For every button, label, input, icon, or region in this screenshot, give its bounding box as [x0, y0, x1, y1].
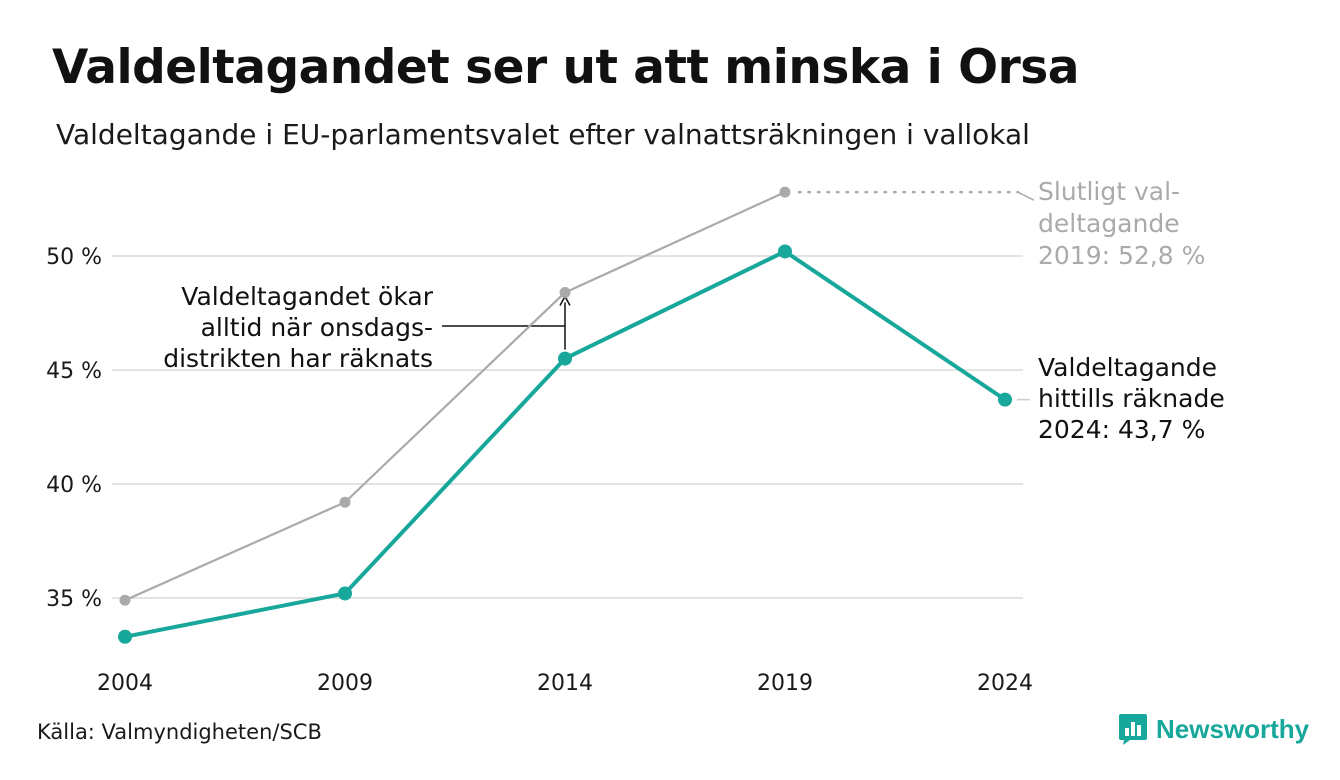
x-tick-label: 2004 — [97, 671, 153, 696]
chart-subtitle: Valdeltagande i EU-parlamentsvalet efter… — [56, 118, 1030, 151]
x-tick-label: 2009 — [317, 671, 373, 696]
note-text: Valdeltagandet ökar — [181, 282, 433, 311]
data-point-final — [119, 594, 131, 606]
note-text: alltid när onsdags- — [201, 313, 433, 342]
note-text: distrikten har räknats — [163, 344, 433, 373]
counted-value-label: Valdeltagande — [1038, 353, 1217, 382]
x-tick-label: 2019 — [757, 671, 813, 696]
data-point-final — [559, 286, 571, 298]
y-tick-label: 45 % — [46, 359, 102, 384]
brand-name: Newsworthy — [1156, 713, 1310, 744]
source-note: Källa: Valmyndigheten/SCB — [37, 720, 322, 744]
data-point-counted — [998, 392, 1012, 407]
final-value-label: Slutligt val- — [1038, 177, 1180, 206]
y-tick-label: 35 % — [46, 587, 102, 612]
data-point-counted — [338, 586, 352, 601]
data-point-counted — [118, 629, 132, 644]
data-point-counted — [778, 244, 792, 259]
brand-logo: Newsworthy — [1118, 712, 1309, 746]
newsworthy-logo-icon — [1119, 714, 1147, 745]
data-point-final — [339, 496, 351, 508]
chart-title: Valdeltagandet ser ut att minska i Orsa — [52, 40, 1079, 95]
annotation-leaders — [442, 190, 1035, 401]
x-tick-label: 2024 — [977, 671, 1033, 696]
x-axis-ticks: 2004 2009 2014 2019 2024 — [97, 671, 1033, 696]
final-value-label: 2019: 52,8 % — [1038, 241, 1205, 270]
gridlines — [112, 255, 1023, 599]
x-tick-label: 2014 — [537, 671, 593, 696]
series-line-final — [123, 191, 787, 602]
data-point-final — [779, 186, 791, 198]
final-value-label: deltagande — [1038, 209, 1180, 238]
y-tick-label: 50 % — [46, 245, 102, 270]
series-points — [118, 186, 1012, 644]
data-point-counted — [558, 351, 572, 366]
annotations: Slutligt val-deltagande 2019: 52,8 % Valde… — [163, 177, 1224, 444]
series-lines — [123, 191, 1007, 639]
y-axis-ticks: 35 % 40 % 45 % 50 % — [46, 245, 102, 612]
counted-value-label: 2024: 43,7 % — [1038, 415, 1205, 444]
counted-value-label: hittills räknade — [1038, 384, 1225, 413]
y-tick-label: 40 % — [46, 473, 102, 498]
final-leader-tick — [1017, 191, 1035, 201]
